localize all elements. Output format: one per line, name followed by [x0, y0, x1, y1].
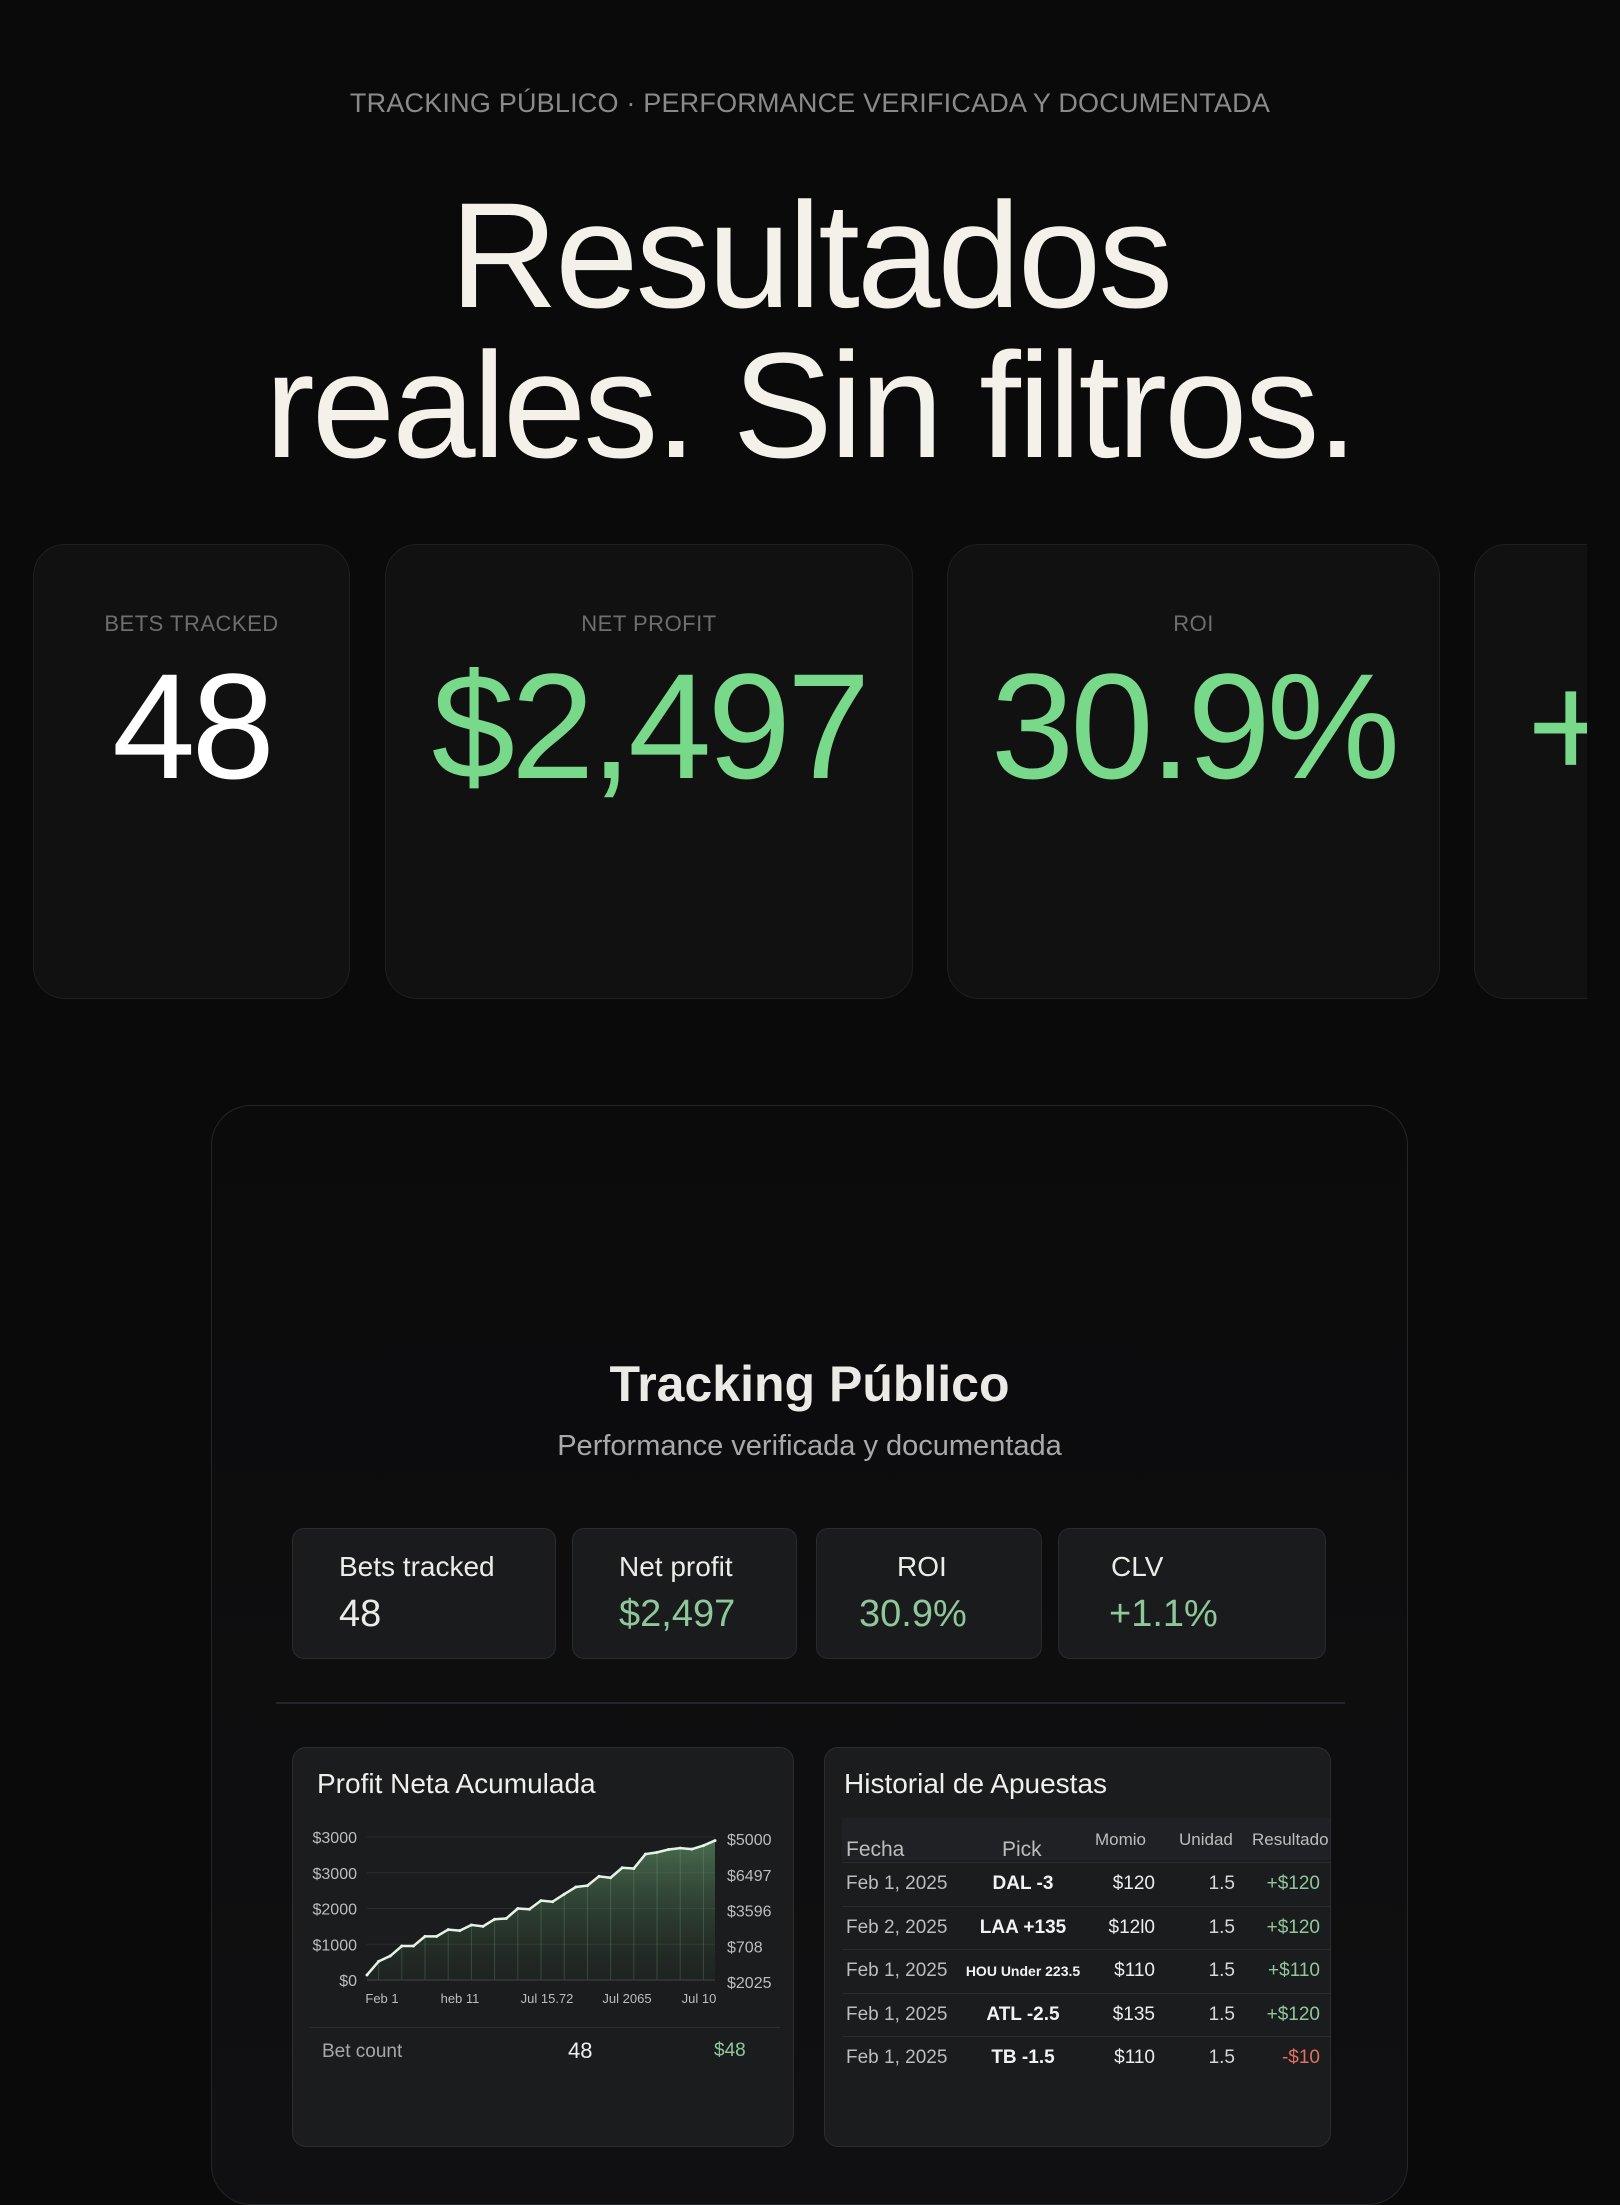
cell-fecha: Feb 1, 2025 — [846, 2003, 948, 2025]
col-unidad[interactable]: Unidad — [1179, 1830, 1233, 1849]
cell-momio: $110 — [1114, 1960, 1155, 1981]
cell-pick: ATL -2.5 — [986, 2003, 1060, 2025]
cell-fecha: Feb 1, 2025 — [846, 1960, 948, 1981]
cell-unidad: 1.5 — [1208, 1916, 1235, 1938]
stat-label — [1475, 611, 1587, 637]
cell-momio: $12l0 — [1108, 1916, 1156, 1938]
headline-line-2: reales. Sin filtros. — [264, 321, 1358, 489]
cell-resultado: +$120 — [1266, 2003, 1320, 2025]
stat-card-bets: BETS TRACKED 48 — [33, 544, 350, 999]
bet-history-card: Historial de Apuestas — [824, 1747, 1331, 2147]
cell-pick: LAA +135 — [979, 1916, 1067, 1938]
cell-pick: HOU Under 223.5 — [965, 1963, 1081, 1979]
cell-resultado: -$10 — [1281, 2047, 1320, 2068]
stat-card-clv-partial: + — [1474, 544, 1587, 999]
page-headline: Resultados reales. Sin filtros. — [0, 180, 1620, 480]
mini-stat-value: 30.9% — [859, 1593, 967, 1635]
mini-stat-value: $2,497 — [619, 1593, 736, 1635]
cell-unidad: 1.5 — [1208, 1873, 1235, 1894]
mini-stat-label: ROI — [897, 1551, 947, 1582]
cell-momio: $135 — [1112, 2003, 1155, 2025]
cell-unidad: 1.5 — [1208, 2047, 1235, 2068]
bet-count-amount: $48 — [714, 2040, 746, 2061]
table-title: Historial de Apuestas — [844, 1768, 1108, 1799]
stat-label: BETS TRACKED — [104, 611, 279, 636]
stat-card-roi: ROI 30.9% — [947, 544, 1440, 999]
cell-pick: DAL -3 — [992, 1873, 1054, 1894]
cell-momio: $110 — [1114, 2047, 1155, 2068]
mini-stat-value: +1.1% — [1109, 1593, 1218, 1635]
stat-value: + — [1527, 642, 1587, 810]
stat-value: $2,497 — [431, 642, 871, 810]
table-header — [842, 1818, 1330, 1860]
col-pick[interactable]: Pick — [1002, 1838, 1042, 1861]
mini-stat-profit: Net profit $2,497 — [572, 1528, 797, 1659]
cell-fecha: Feb 1, 2025 — [846, 2047, 948, 2068]
profit-chart-card: Profit Neta Acumulada — [292, 1747, 794, 2147]
table-row[interactable]: Feb 1, 2025 HOU Under 223.5 $110 1.5 +$110 — [842, 1949, 1330, 1992]
bet-count-label: Bet count — [322, 2041, 403, 2062]
cell-resultado: +$120 — [1266, 1873, 1320, 1894]
cell-pick: TB -1.5 — [991, 2047, 1055, 2068]
cell-fecha: Feb 2, 2025 — [846, 1916, 948, 1938]
table-row[interactable]: Feb 1, 2025 ATL -2.5 $135 1.5 +$120 — [842, 1992, 1330, 2036]
cell-resultado: +$120 — [1266, 1916, 1320, 1938]
stat-label: ROI — [1173, 611, 1214, 636]
panel-subtitle: Performance verificada y documentada — [557, 1430, 1062, 1462]
col-resultado[interactable]: Resultado — [1252, 1830, 1329, 1849]
col-momio[interactable]: Momio — [1095, 1830, 1147, 1849]
chart-footer-divider — [310, 2027, 780, 2028]
stat-value: 30.9% — [990, 642, 1400, 810]
headline-line-1: Resultados — [449, 171, 1173, 339]
cell-momio: $120 — [1112, 1873, 1155, 1894]
table-row[interactable]: Feb 2, 2025 LAA +135 $12l0 1.5 +$120 — [842, 1905, 1330, 1949]
cell-resultado: +$110 — [1268, 1960, 1320, 1981]
table-row[interactable]: Feb 1, 2025 DAL -3 $120 1.5 +$120 — [842, 1862, 1330, 1905]
bet-count-value: 48 — [568, 2038, 593, 2063]
mini-stat-label: Net profit — [619, 1551, 733, 1582]
chart-title: Profit Neta Acumulada — [317, 1768, 596, 1799]
table-row[interactable]: Feb 1, 2025 TB -1.5 $110 1.5 -$10 — [842, 2036, 1330, 2079]
mini-stat-label: CLV — [1111, 1551, 1164, 1582]
panel-title: Tracking Público — [609, 1356, 1010, 1412]
col-fecha[interactable]: Fecha — [846, 1838, 905, 1861]
stat-card-profit: NET PROFIT $2,497 — [385, 544, 913, 999]
eyebrow-text: TRACKING PÚBLICO · PERFORMANCE VERIFICAD… — [349, 88, 1271, 118]
cell-unidad: 1.5 — [1208, 1960, 1235, 1981]
stat-label: NET PROFIT — [581, 611, 717, 636]
cell-unidad: 1.5 — [1208, 2003, 1235, 2025]
mini-stat-roi: ROI 30.9% — [816, 1528, 1042, 1659]
mini-stat-label: Bets tracked — [339, 1551, 495, 1582]
cell-fecha: Feb 1, 2025 — [846, 1873, 948, 1894]
stat-value: 48 — [112, 642, 275, 810]
mini-stat-clv: CLV +1.1% — [1058, 1528, 1326, 1659]
mini-stat-value: 48 — [339, 1593, 382, 1635]
divider — [276, 1702, 1345, 1704]
mini-stat-bets: Bets tracked 48 — [292, 1528, 556, 1659]
